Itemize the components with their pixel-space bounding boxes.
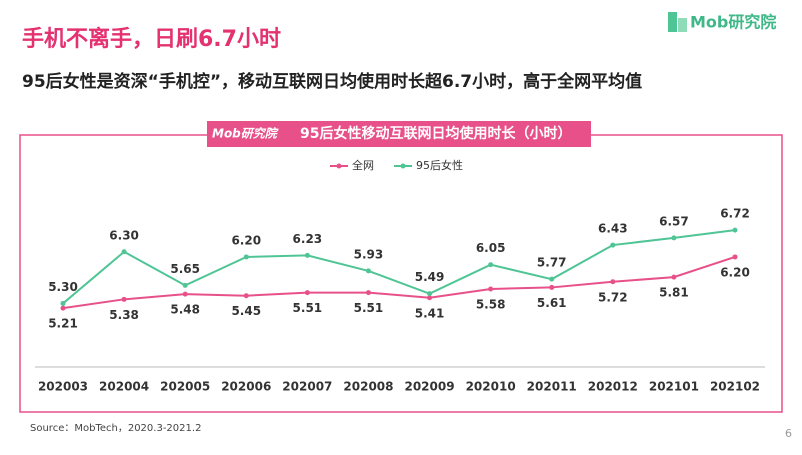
data-point <box>427 291 433 297</box>
data-label: 5.51 <box>354 301 384 315</box>
data-point <box>121 249 127 255</box>
chart-frame <box>19 134 783 413</box>
data-label: 5.38 <box>109 308 139 322</box>
x-tick-label: 202005 <box>160 380 210 394</box>
data-label: 5.41 <box>415 306 445 320</box>
data-label: 5.49 <box>415 270 445 284</box>
data-label: 6.05 <box>476 241 506 255</box>
x-tick-label: 202004 <box>99 380 149 394</box>
logo: Mob研究院 <box>690 13 776 32</box>
data-point <box>304 252 310 258</box>
data-point <box>732 254 738 260</box>
x-tick-label: 202006 <box>221 380 271 394</box>
series-line <box>62 256 736 310</box>
x-tick-label: 202007 <box>282 380 332 394</box>
x-tick-label: 202008 <box>343 380 393 394</box>
data-point <box>243 293 249 299</box>
data-point <box>488 286 494 292</box>
data-point <box>610 242 616 248</box>
data-label: 5.30 <box>48 280 78 294</box>
data-label: 6.72 <box>720 207 750 221</box>
chart-banner <box>207 121 591 147</box>
x-tick-label: 202102 <box>710 380 760 394</box>
data-label: 5.51 <box>293 301 323 315</box>
data-point <box>121 296 127 302</box>
legend-dot <box>336 163 342 169</box>
data-label: 5.48 <box>170 303 200 317</box>
data-point <box>427 295 433 301</box>
x-tick-label: 202003 <box>38 380 88 394</box>
series-line <box>62 229 736 305</box>
chart-badge: Mob研究院 <box>212 127 279 141</box>
data-point <box>732 227 738 233</box>
data-point <box>365 290 371 296</box>
source: Source：MobTech，2020.3-2021.2 <box>30 423 201 434</box>
data-point <box>243 254 249 260</box>
data-point <box>549 276 555 282</box>
data-point <box>60 300 66 306</box>
data-label: 6.23 <box>293 232 323 246</box>
data-point <box>182 291 188 297</box>
data-label: 6.57 <box>659 214 689 228</box>
data-label: 5.81 <box>659 286 689 300</box>
data-label: 6.43 <box>598 222 628 236</box>
data-label: 5.93 <box>354 247 384 261</box>
x-tick-label: 202010 <box>466 380 516 394</box>
legend-label: 全网 <box>352 158 374 172</box>
data-point <box>60 305 66 311</box>
data-point <box>549 284 555 290</box>
data-point <box>182 282 188 288</box>
chart-title: 95后女性移动互联网日均使用时长（小时） <box>300 125 571 142</box>
legend-label: 95后女性 <box>416 158 463 172</box>
data-label: 5.45 <box>231 304 261 318</box>
data-label: 5.21 <box>48 317 78 331</box>
data-label: 6.30 <box>109 228 139 242</box>
logo-icon <box>678 18 687 32</box>
data-point <box>488 262 494 268</box>
data-point <box>365 268 371 274</box>
subtitle: 95后女性是资深“手机控”，移动互联网日均使用时长超6.7小时，高于全网平均值 <box>22 71 642 92</box>
data-point <box>304 290 310 296</box>
data-label: 6.20 <box>720 265 750 279</box>
data-point <box>671 235 677 241</box>
data-label: 5.61 <box>537 296 567 310</box>
x-tick-label: 202101 <box>649 380 699 394</box>
x-tick-label: 202012 <box>588 380 638 394</box>
data-point <box>671 274 677 280</box>
x-tick-label: 202011 <box>527 380 577 394</box>
x-tick-label: 202009 <box>404 380 454 394</box>
logo-icon <box>668 12 677 32</box>
data-label: 5.77 <box>537 256 567 270</box>
legend-dot <box>400 163 406 169</box>
title: 手机不离手，日刷6.7小时 <box>22 26 281 52</box>
data-label: 6.20 <box>231 233 261 247</box>
data-label: 5.65 <box>170 262 200 276</box>
data-point <box>610 279 616 285</box>
data-label: 5.72 <box>598 290 628 304</box>
page-number: 6 <box>785 427 792 440</box>
data-label: 5.58 <box>476 297 506 311</box>
